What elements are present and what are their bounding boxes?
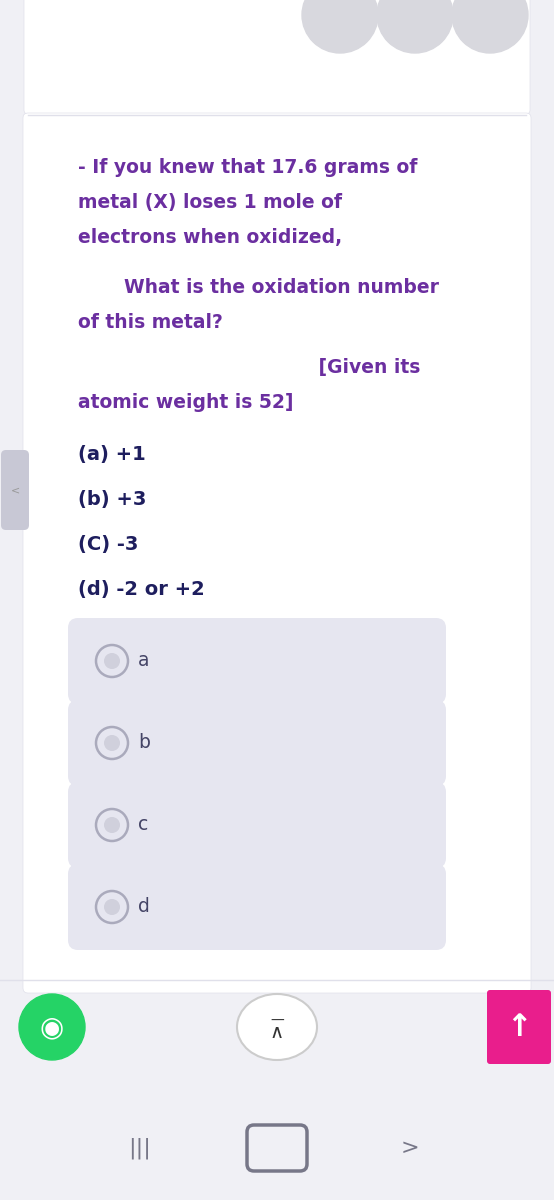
Circle shape <box>104 734 120 751</box>
Circle shape <box>104 653 120 670</box>
Text: >: > <box>401 1138 419 1158</box>
Text: ↑: ↑ <box>506 1013 532 1042</box>
Circle shape <box>452 0 528 53</box>
FancyBboxPatch shape <box>68 618 446 704</box>
Text: metal (X) loses 1 mole of: metal (X) loses 1 mole of <box>78 193 342 212</box>
FancyBboxPatch shape <box>23 113 531 994</box>
Text: |||: ||| <box>129 1138 151 1159</box>
Text: —: — <box>270 1014 284 1028</box>
Circle shape <box>96 646 128 677</box>
Text: ◉: ◉ <box>40 1013 64 1040</box>
Circle shape <box>96 890 128 923</box>
Text: atomic weight is 52]: atomic weight is 52] <box>78 392 294 412</box>
FancyBboxPatch shape <box>0 0 20 1080</box>
Text: ∧: ∧ <box>270 1024 284 1043</box>
Text: - If you knew that 17.6 grams of: - If you knew that 17.6 grams of <box>78 158 417 176</box>
Circle shape <box>377 0 453 53</box>
Ellipse shape <box>237 994 317 1060</box>
Circle shape <box>104 899 120 914</box>
Text: electrons when oxidized,: electrons when oxidized, <box>78 228 342 247</box>
Text: (a) +1: (a) +1 <box>78 445 146 464</box>
Text: b: b <box>138 733 150 752</box>
Text: c: c <box>138 816 148 834</box>
Text: a: a <box>138 652 150 671</box>
FancyBboxPatch shape <box>68 700 446 786</box>
FancyBboxPatch shape <box>68 782 446 868</box>
Circle shape <box>19 994 85 1060</box>
Text: (b) +3: (b) +3 <box>78 490 146 509</box>
Circle shape <box>302 0 378 53</box>
Text: d: d <box>138 898 150 917</box>
FancyBboxPatch shape <box>0 1090 554 1200</box>
FancyBboxPatch shape <box>24 0 530 114</box>
Text: [Given its: [Given its <box>78 358 420 377</box>
Circle shape <box>96 727 128 758</box>
Circle shape <box>96 809 128 841</box>
FancyBboxPatch shape <box>68 864 446 950</box>
Text: <: < <box>11 485 19 494</box>
FancyBboxPatch shape <box>487 990 551 1064</box>
FancyBboxPatch shape <box>1 450 29 530</box>
Text: of this metal?: of this metal? <box>78 313 223 332</box>
Text: What is the oxidation number: What is the oxidation number <box>98 278 439 296</box>
Text: (d) -2 or +2: (d) -2 or +2 <box>78 580 205 599</box>
Text: (C) -3: (C) -3 <box>78 535 138 554</box>
Circle shape <box>104 817 120 833</box>
